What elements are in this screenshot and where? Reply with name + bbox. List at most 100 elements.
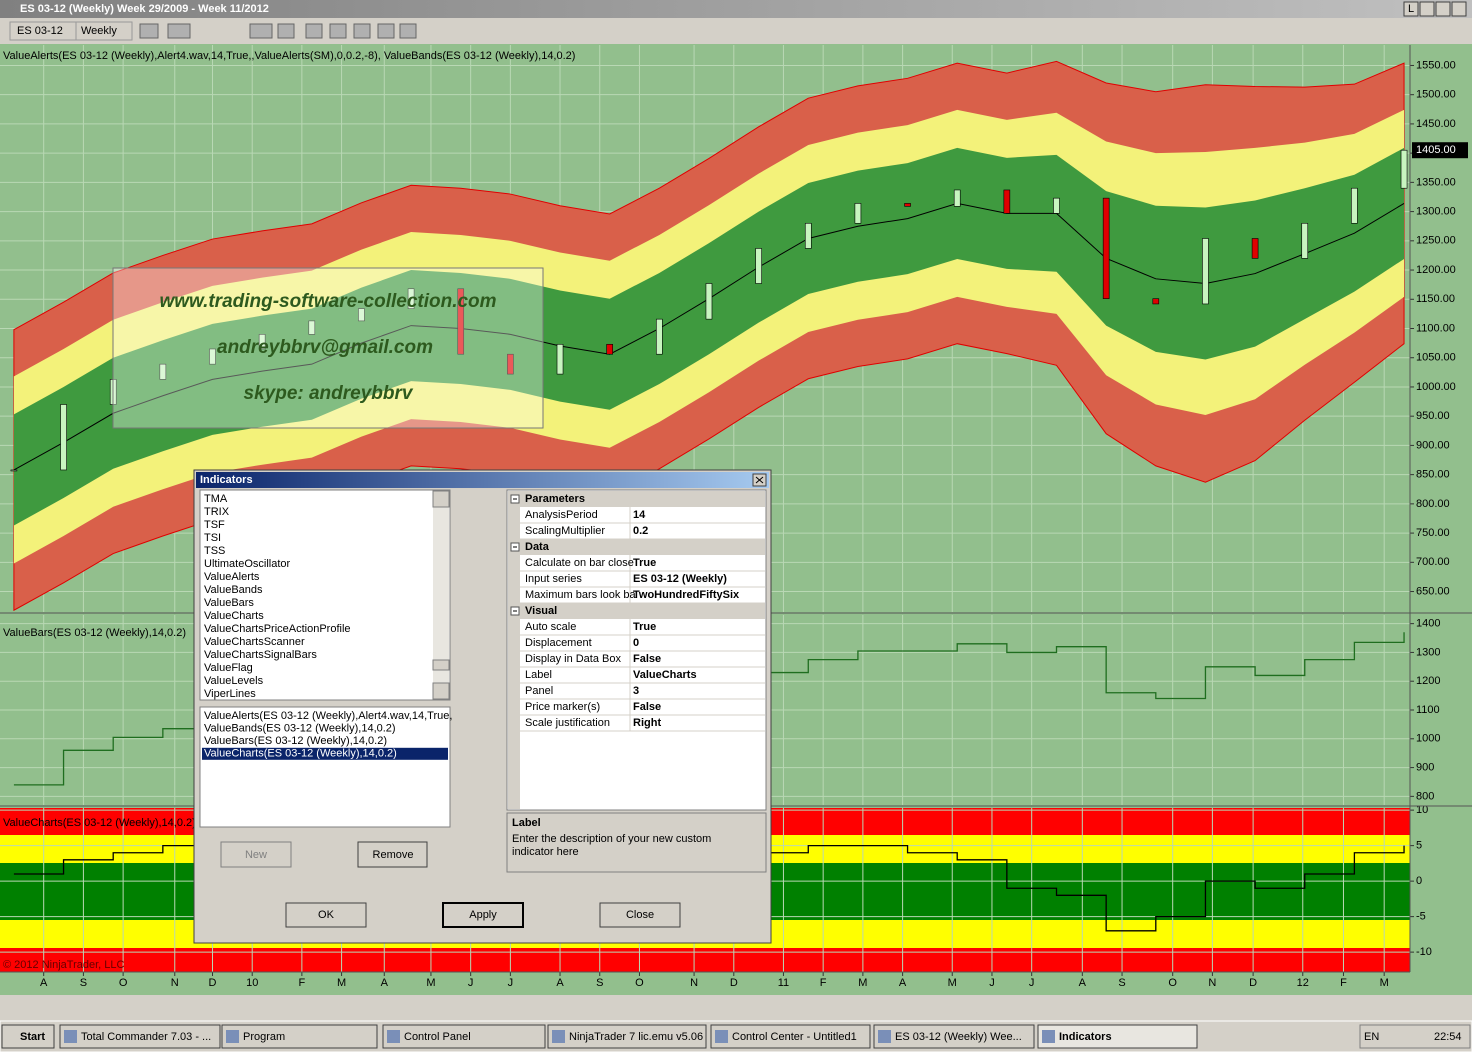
zone (0, 948, 1410, 972)
icon[interactable] (278, 24, 294, 38)
candle (1202, 238, 1208, 303)
property-value[interactable]: ES 03-12 (Weekly) (633, 573, 727, 585)
scroll-thumb[interactable] (433, 660, 449, 670)
maximize-button[interactable] (1436, 2, 1450, 16)
list-item[interactable]: ValueChartsPriceActionProfile (204, 623, 351, 635)
list-item[interactable]: TSS (204, 545, 225, 557)
property-value[interactable]: 0 (633, 637, 639, 649)
icon[interactable] (306, 24, 322, 38)
property-name: Panel (525, 685, 553, 697)
x-tick-label: J (1029, 977, 1035, 989)
y-tick-label: 0 (1416, 875, 1422, 887)
y-tick-label: 1250.00 (1416, 235, 1456, 247)
icon[interactable] (168, 24, 190, 38)
panel-label: ValueCharts(ES 03-12 (Weekly),14,0.2) (3, 817, 196, 829)
y-tick-label: 1400 (1416, 618, 1440, 630)
property-value[interactable]: False (633, 653, 661, 665)
y-tick-label: 700.00 (1416, 556, 1450, 568)
list-item[interactable]: ValueLevels (204, 675, 264, 687)
x-tick-label: N (690, 977, 698, 989)
property-value[interactable]: ValueCharts (633, 669, 697, 681)
x-tick-label: A (1079, 977, 1087, 989)
icon[interactable] (378, 24, 394, 38)
watermark: www.trading-software-collection.com (159, 291, 496, 312)
property-value[interactable]: True (633, 557, 656, 569)
icon[interactable] (250, 24, 272, 38)
icon[interactable] (330, 24, 346, 38)
candle (1401, 150, 1407, 188)
property-value[interactable]: 3 (633, 685, 639, 697)
x-tick-label: O (119, 977, 128, 989)
y-tick-label: 1300.00 (1416, 205, 1456, 217)
y-tick-label: 1450.00 (1416, 118, 1456, 130)
x-tick-label: N (1208, 977, 1216, 989)
candle (1302, 223, 1308, 258)
list-item[interactable]: TRIX (204, 506, 230, 518)
applied-item[interactable]: ValueCharts(ES 03-12 (Weekly),14,0.2) (204, 748, 397, 760)
property-value[interactable]: False (633, 701, 661, 713)
start-label: Start (20, 1031, 45, 1043)
taskbar-icon (64, 1030, 77, 1043)
list-item[interactable]: UltimateOscillator (204, 558, 291, 570)
y-tick-label: 650.00 (1416, 585, 1450, 597)
x-tick-label: 11 (778, 977, 789, 989)
scroll-up[interactable] (433, 491, 449, 507)
minimize-button[interactable] (1420, 2, 1434, 16)
icon[interactable] (400, 24, 416, 38)
property-value[interactable]: True (633, 621, 656, 633)
applied-item[interactable]: ValueBars(ES 03-12 (Weekly),14,0.2) (204, 735, 387, 747)
panel-label: ValueAlerts(ES 03-12 (Weekly),Alert4.wav… (3, 50, 575, 62)
property-name: Maximum bars look ba (525, 589, 637, 601)
icon[interactable] (354, 24, 370, 38)
scroll-down[interactable] (433, 683, 449, 699)
list-item[interactable]: ValueBars (204, 597, 254, 609)
button-label: Apply (469, 909, 497, 921)
list-item[interactable]: ValueFlag (204, 662, 253, 674)
property-name: Display in Data Box (525, 653, 621, 665)
y-tick-label: 5 (1416, 840, 1422, 852)
close-button[interactable] (1452, 2, 1466, 16)
candle (1351, 188, 1357, 223)
property-value[interactable]: Right (633, 717, 661, 729)
x-tick-label: 12 (1297, 977, 1309, 989)
button-label: Remove (373, 849, 414, 861)
list-item[interactable]: ValueChartsSignalBars (204, 649, 317, 661)
icon[interactable] (140, 24, 158, 38)
taskbar-icon (387, 1030, 400, 1043)
list-item[interactable]: ValueBands (204, 584, 263, 596)
y-tick-label: 750.00 (1416, 527, 1450, 539)
applied-item[interactable]: ValueBands(ES 03-12 (Weekly),14,0.2) (204, 723, 396, 735)
list-item[interactable]: ValueChartsScanner (204, 636, 305, 648)
list-item[interactable]: TSI (204, 532, 221, 544)
candle (656, 319, 662, 354)
candle (1252, 238, 1258, 258)
property-grid[interactable] (507, 490, 766, 810)
list-item[interactable]: ViperLines (204, 688, 256, 700)
group-name: Data (525, 541, 550, 553)
property-name: Displacement (525, 637, 592, 649)
list-item[interactable]: TSF (204, 519, 225, 531)
x-tick-label: J (508, 977, 514, 989)
y-tick-label: 1300 (1416, 646, 1440, 658)
property-value[interactable]: 0.2 (633, 525, 648, 537)
taskbar-icon (552, 1030, 565, 1043)
y-tick-label: 1550.00 (1416, 59, 1456, 71)
x-tick-label: S (1118, 977, 1125, 989)
button-label: Close (626, 909, 654, 921)
watermark: skype: andreybbrv (244, 383, 414, 404)
y-tick-label: 1200.00 (1416, 264, 1456, 276)
list-item[interactable]: ValueAlerts (204, 571, 260, 583)
property-value[interactable]: TwoHundredFiftySix (633, 589, 740, 601)
candle (706, 283, 712, 319)
applied-item[interactable]: ValueAlerts(ES 03-12 (Weekly),Alert4.wav… (204, 710, 452, 722)
x-tick-label: D (730, 977, 738, 989)
property-value[interactable]: 14 (633, 509, 646, 521)
candle (607, 344, 613, 354)
taskbar-label: NinjaTrader 7 lic.emu v5.06 (569, 1031, 703, 1043)
dialog-title-bar (196, 472, 769, 488)
button-label: New (245, 849, 267, 861)
list-item[interactable]: TMA (204, 493, 228, 505)
candle (1103, 198, 1109, 299)
help-text: Enter the description of your new custom (512, 833, 711, 845)
list-item[interactable]: ValueCharts (204, 610, 264, 622)
